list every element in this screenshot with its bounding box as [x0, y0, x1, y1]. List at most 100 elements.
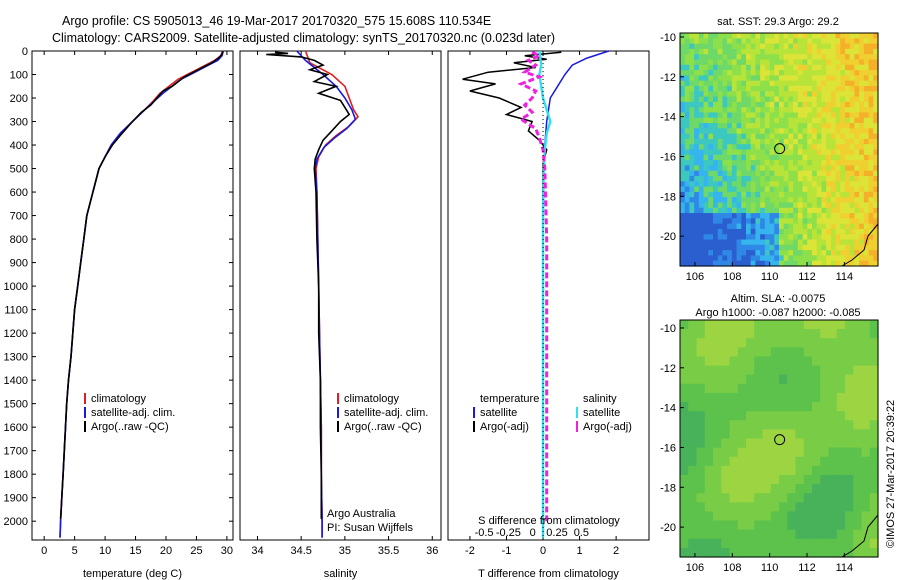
map-cell	[787, 411, 797, 421]
map-cell	[849, 133, 856, 140]
map-cell	[764, 207, 771, 214]
map-cell	[774, 223, 780, 230]
x-tick-label: 106	[686, 271, 704, 283]
map-cell	[727, 223, 733, 230]
map-cell	[812, 144, 818, 151]
map-cell	[868, 239, 874, 246]
map-cell	[688, 365, 698, 376]
map-cell	[729, 329, 739, 339]
map-cell	[863, 133, 870, 140]
map-cell	[754, 438, 764, 449]
map-cell	[722, 202, 728, 209]
map-cell	[863, 223, 870, 230]
map-cell	[779, 250, 785, 257]
map-cell	[750, 213, 757, 219]
map-cell	[807, 154, 813, 161]
legend-label: satellite	[583, 407, 620, 419]
map-cell	[849, 170, 856, 177]
map-cell	[826, 128, 832, 135]
map-cell	[821, 244, 827, 251]
map-cell	[802, 260, 808, 267]
map-cell	[803, 438, 813, 449]
map-cell	[807, 144, 813, 151]
map-cell	[835, 165, 841, 172]
map-cell	[694, 128, 700, 135]
map-cell	[840, 234, 846, 241]
map-cell	[713, 38, 719, 45]
map-cell	[868, 123, 874, 129]
map-cell	[787, 402, 797, 412]
map-cell	[741, 54, 747, 61]
map-cell	[704, 411, 714, 421]
map-cell	[713, 207, 719, 214]
map-cell	[779, 213, 785, 219]
map-cell	[737, 347, 747, 358]
map-cell	[861, 329, 871, 339]
map-cell	[816, 170, 823, 177]
map-cell	[684, 218, 691, 225]
map-cell	[854, 213, 860, 219]
map-cell	[696, 320, 706, 330]
map-cell	[727, 191, 733, 198]
map-cell	[731, 186, 738, 193]
map-cell	[736, 239, 742, 246]
map-cell	[821, 54, 827, 61]
map-cell	[797, 181, 804, 188]
map-cell	[727, 70, 733, 76]
map-cell	[696, 338, 706, 348]
map-cell	[779, 207, 785, 214]
map-cell	[779, 144, 785, 151]
map-cell	[764, 154, 771, 161]
map-cell	[779, 128, 785, 135]
map-cell	[797, 250, 804, 257]
map-cell	[770, 502, 780, 513]
map-cell	[754, 520, 764, 531]
map-cell	[774, 181, 780, 188]
map-cell	[849, 244, 856, 251]
map-cell	[694, 213, 700, 219]
map-cell	[764, 186, 771, 193]
map-cell	[859, 186, 865, 193]
map-cell	[708, 54, 714, 61]
map-cell	[861, 456, 871, 467]
map-cell	[694, 223, 700, 230]
map-cell	[750, 149, 757, 156]
map-cell	[770, 547, 780, 558]
map-cell	[684, 75, 691, 82]
map-cell	[731, 202, 738, 209]
map-cell	[807, 234, 813, 241]
map-cell	[854, 186, 860, 193]
map-cell	[689, 165, 695, 172]
map-cell	[853, 392, 863, 403]
map-cell	[774, 154, 780, 161]
map-cell	[797, 213, 804, 219]
map-cell	[746, 202, 752, 209]
map-cell	[849, 85, 856, 92]
map-cell	[764, 181, 771, 188]
map-cell	[853, 347, 863, 358]
map-cell	[797, 202, 804, 209]
map-cell	[816, 128, 823, 135]
map-cell	[755, 228, 761, 235]
map-cell	[717, 213, 724, 219]
map-cell	[854, 165, 860, 172]
map-cell	[854, 64, 860, 71]
map-cell	[750, 218, 757, 225]
map-cell	[746, 484, 755, 494]
map-cell	[816, 112, 823, 119]
map-cell	[680, 165, 686, 172]
map-cell	[793, 43, 799, 50]
map-cell	[713, 465, 722, 476]
map-cell	[812, 191, 818, 198]
map-cell	[849, 48, 856, 55]
map-cell	[828, 456, 838, 467]
map-cell	[680, 255, 686, 262]
x-tick-label: -2	[465, 545, 475, 557]
map-cell	[741, 138, 747, 145]
map-cell	[854, 96, 860, 103]
map-cell	[703, 144, 709, 151]
map-cell	[717, 85, 724, 92]
map-cell	[828, 547, 838, 558]
map-cell	[694, 250, 700, 257]
map-cell	[694, 228, 700, 235]
